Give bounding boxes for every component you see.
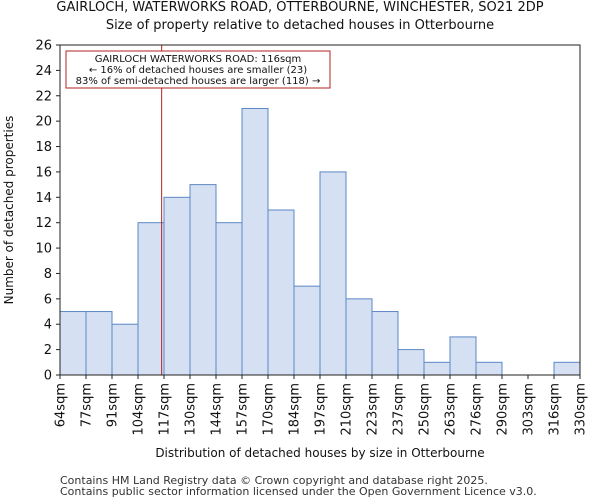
y-tick-label: 22 [35,89,52,104]
annotation-line1: GAIRLOCH WATERWORKS ROAD: 116sqm [95,54,302,65]
annotation-border [65,50,331,89]
histogram-bar [553,361,581,376]
x-tick-label: 144sqm [210,383,225,436]
histogram-bar [397,349,425,376]
y-tick-label: 2 [44,343,52,358]
histogram-bar [449,336,477,376]
x-tick-label: 104sqm [132,383,147,436]
y-tick-label: 12 [35,216,52,231]
histogram-bar [59,311,87,376]
plot-frame [59,44,581,376]
bars [59,107,581,376]
histogram-bar [475,361,503,376]
x-tick-label: 170sqm [262,383,277,436]
x-tick-label: 316sqm [548,383,563,436]
y-tick-label: 18 [35,140,52,155]
x-tick-label: 117sqm [158,383,173,436]
y-axis-label: Number of detached properties [2,116,16,305]
histogram-bar [345,298,373,376]
histogram-bar [163,196,191,376]
x-tick-label: 130sqm [184,383,199,436]
y-tick-label: 0 [44,369,52,384]
x-tick-label: 276sqm [470,383,485,436]
x-tick-label: 64sqm [54,383,69,427]
footer-licence: Contains public sector information licen… [60,485,537,498]
x-tick-label: 91sqm [106,383,121,427]
x-tick-label: 157sqm [236,383,251,436]
annotation-box: GAIRLOCH WATERWORKS ROAD: 116sqm ← 16% o… [65,50,331,89]
x-tick-label: 210sqm [340,383,355,436]
annotation-line2: ← 16% of detached houses are smaller (23… [89,65,307,76]
histogram-bar [215,222,243,376]
annotation-line3: 83% of semi-detached houses are larger (… [76,76,321,87]
y-tick-label: 24 [35,64,52,79]
y-tick-label: 10 [35,242,52,257]
histogram-bar [189,184,217,376]
y-tick-label: 4 [44,318,52,333]
x-tick-label: 263sqm [444,383,459,436]
x-tick-label: 237sqm [392,383,407,436]
histogram-bar [241,107,269,376]
x-tick-label: 77sqm [80,383,95,427]
x-tick-label: 197sqm [314,383,329,436]
y-tick-label: 14 [35,191,52,206]
y-tick-label: 6 [44,292,52,307]
y-tick-label: 20 [35,115,52,130]
histogram-bar [319,171,347,376]
y-tick-label: 26 [35,39,52,54]
histogram-bar [293,285,321,376]
footer-copyright: Contains HM Land Registry data © Crown c… [60,474,488,487]
histogram-bar [137,222,165,376]
x-axis-label: Distribution of detached houses by size … [155,446,484,460]
y-tick-label: 8 [44,267,52,282]
x-tick-label: 250sqm [418,383,433,436]
histogram-bar [423,361,451,376]
histogram-bar [111,323,139,376]
x-tick-label: 330sqm [574,383,589,436]
histogram-bar [267,209,295,376]
x-tick-label: 303sqm [522,383,537,436]
chart-title-line1: GAIRLOCH, WATERWORKS ROAD, OTTERBOURNE, … [56,0,544,15]
histogram-bar [371,311,399,376]
x-axis-ticks: 64sqm 77sqm 91sqm 104sqm 117sqm 130sqm 144sqm 1… [54,375,589,436]
x-tick-label: 184sqm [288,383,303,436]
chart-title-line2: Size of property relative to detached ho… [105,18,495,33]
x-tick-label: 290sqm [496,383,511,436]
histogram-bar [85,311,113,376]
x-tick-label: 223sqm [366,383,381,436]
y-tick-label: 16 [35,165,52,180]
